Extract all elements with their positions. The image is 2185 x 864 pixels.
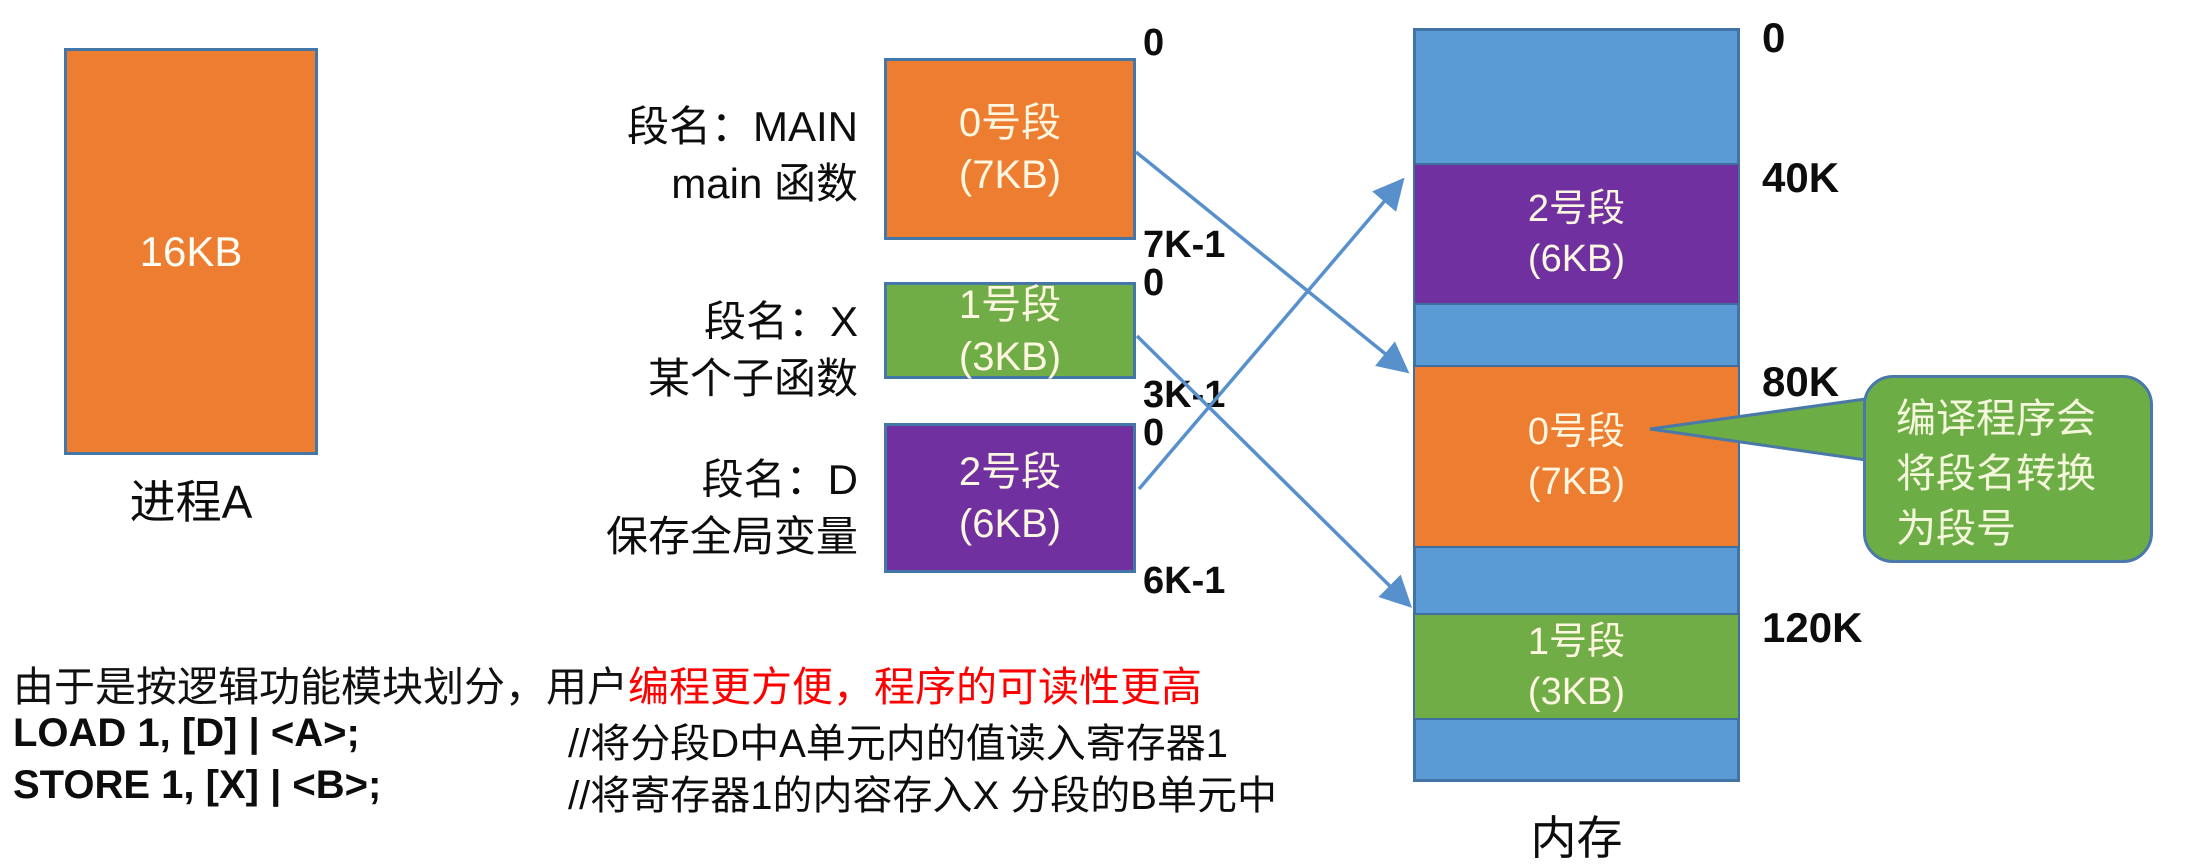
- callout-line2: 将段名转换: [1896, 452, 2096, 496]
- note-benefits-line: 由于是按逻辑功能模块划分，用户编程更方便，程序的可读性更高: [13, 653, 1202, 713]
- source-segment-2-title: 2号段: [958, 450, 1062, 494]
- callout-bubble: 编译程序会 将段名转换 为段号: [1863, 375, 2153, 563]
- segment-1-name-line2: 某个子函数: [647, 355, 858, 402]
- source-segment-2-box: 2号段 (6KB): [884, 423, 1136, 573]
- segment-0-start-marker: 0: [1143, 22, 1165, 64]
- process-a-box: 16KB: [64, 48, 318, 455]
- memory-segment-1-size: (3KB): [1527, 670, 1626, 713]
- note-benefits-black-part: 由于是按逻辑功能模块划分，用户: [13, 664, 628, 710]
- segment-2-start-marker: 0: [1143, 412, 1165, 454]
- memory-column: 2号段 (6KB) 0号段 (7KB) 1号段 (3KB): [1413, 28, 1740, 782]
- segment-1-name-label: 段名：X 某个子函数: [408, 293, 858, 407]
- load-instruction-comment: //将分段D中A单元内的值读入寄存器1: [568, 722, 1229, 766]
- segment-0-end-marker: 7K-1: [1143, 224, 1226, 266]
- note-benefits-red-part: 编程更方便，程序的可读性更高: [628, 664, 1202, 710]
- source-segment-0-box: 0号段 (7KB): [884, 58, 1136, 240]
- source-segment-2-size: (6KB): [958, 502, 1062, 546]
- source-segment-1-title: 1号段: [958, 282, 1062, 327]
- store-instruction-comment: //将寄存器1的内容存入X 分段的B单元中: [568, 774, 1277, 818]
- store-instruction: STORE 1, [X] | <B>;: [13, 763, 382, 807]
- source-segment-1-size: (3KB): [958, 334, 1062, 379]
- segment-1-start-marker: 0: [1143, 262, 1165, 304]
- segment-1-name-line1: 段名：X: [703, 298, 858, 345]
- memory-segment-0-title: 0号段: [1527, 410, 1626, 453]
- memory-label: 内存: [1530, 812, 1623, 864]
- memory-segment-1: 1号段 (3KB): [1413, 613, 1740, 720]
- callout-line1: 编译程序会: [1896, 397, 2096, 441]
- source-segment-0-size: (7KB): [958, 153, 1062, 197]
- memory-address-120k: 120K: [1762, 604, 1863, 651]
- process-size-label: 16KB: [139, 227, 243, 275]
- segment-0-name-line2: main 函数: [671, 160, 858, 207]
- segment-1-end-marker: 3K-1: [1143, 374, 1226, 416]
- segment-0-name-line1: 段名：MAIN: [626, 103, 858, 150]
- callout-line3: 为段号: [1896, 507, 2016, 551]
- memory-address-80k: 80K: [1762, 358, 1840, 405]
- memory-segment-1-title: 1号段: [1527, 620, 1626, 663]
- memory-address-0: 0: [1762, 14, 1786, 61]
- memory-segment-2-title: 2号段: [1527, 188, 1626, 230]
- memory-segment-2: 2号段 (6KB): [1413, 163, 1740, 305]
- segment-0-name-label: 段名：MAIN main 函数: [408, 98, 858, 212]
- process-a-label: 进程A: [129, 476, 253, 528]
- source-segment-1-box: 1号段 (3KB): [884, 282, 1136, 379]
- segment-2-name-line1: 段名：D: [701, 456, 858, 503]
- source-segment-0-title: 0号段: [958, 101, 1062, 145]
- memory-address-40k: 40K: [1762, 154, 1840, 201]
- memory-segment-0-size: (7KB): [1527, 460, 1626, 503]
- segment-2-name-line2: 保存全局变量: [605, 513, 858, 560]
- memory-segment-2-size: (6KB): [1527, 238, 1626, 280]
- segment-2-name-label: 段名：D 保存全局变量: [408, 451, 858, 565]
- segment-2-end-marker: 6K-1: [1143, 560, 1226, 602]
- memory-segment-0: 0号段 (7KB): [1413, 365, 1740, 548]
- load-instruction: LOAD 1, [D] | <A>;: [13, 711, 360, 755]
